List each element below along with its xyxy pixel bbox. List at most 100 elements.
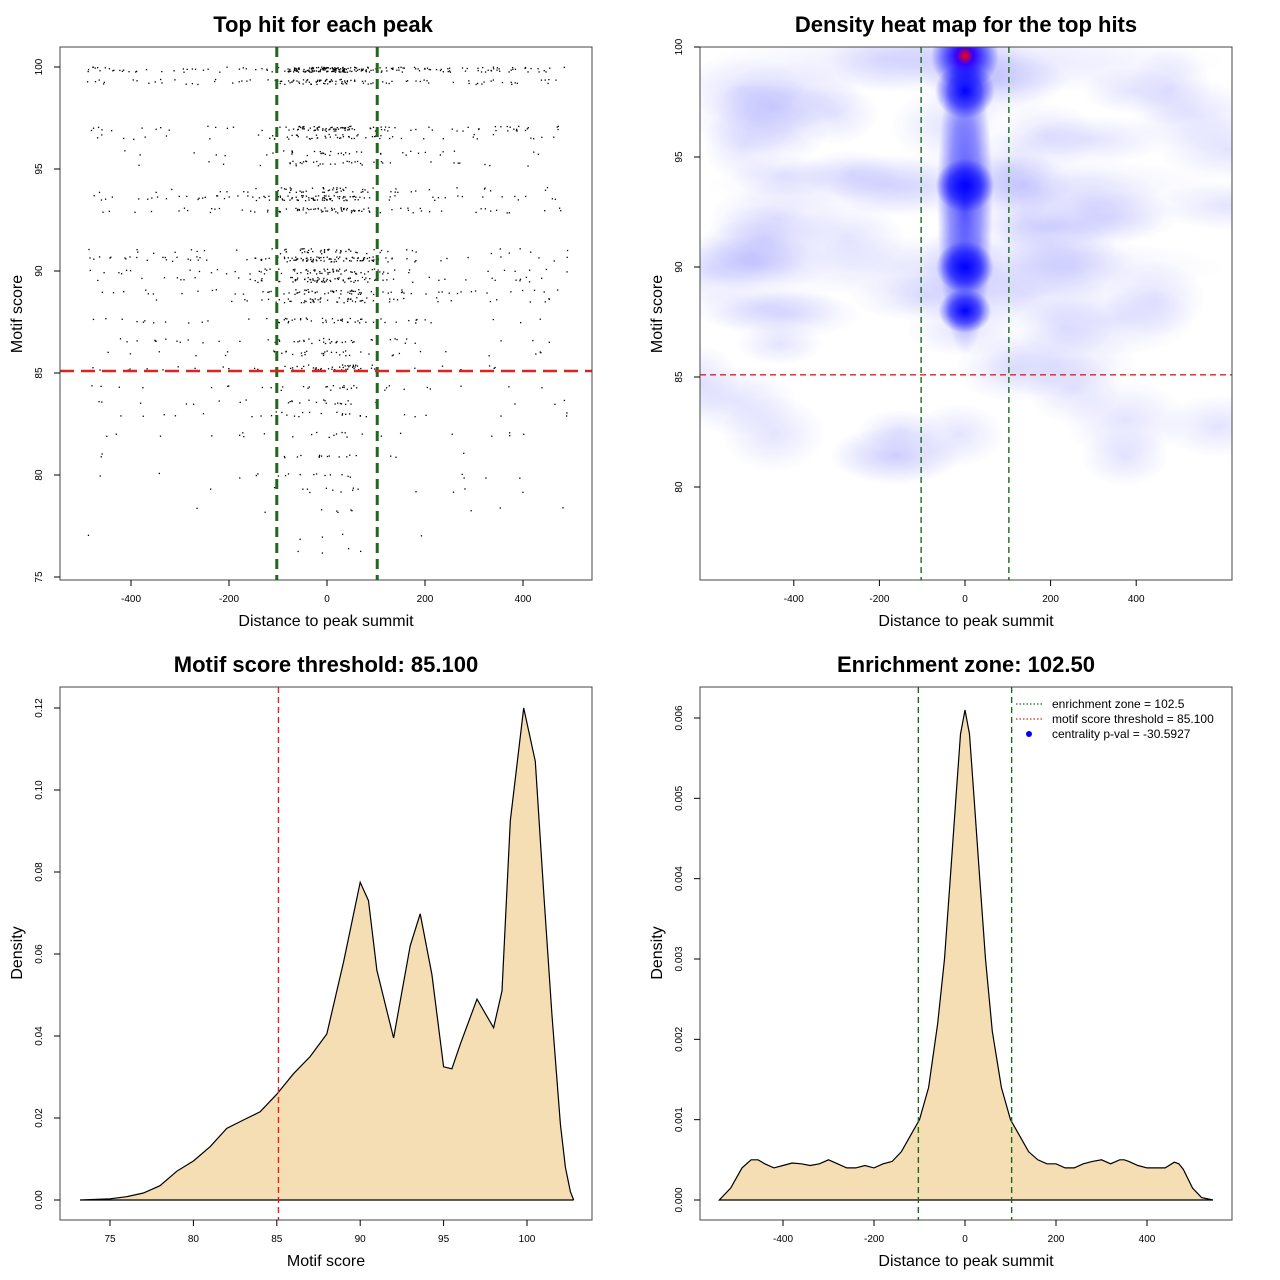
scatter-point xyxy=(306,350,308,352)
scatter-point xyxy=(359,300,361,302)
scatter-point xyxy=(218,340,220,343)
scatter-point xyxy=(129,353,132,355)
scatter-point xyxy=(532,339,534,342)
scatter-point xyxy=(289,300,291,303)
scatter-point xyxy=(319,301,321,303)
scatter-point xyxy=(317,299,319,301)
scatter-point xyxy=(320,256,322,259)
scatter-point xyxy=(158,472,160,475)
scatter-point xyxy=(345,413,347,415)
scatter-point xyxy=(291,151,293,153)
scatter-point xyxy=(300,318,302,320)
scatter-point xyxy=(303,68,305,71)
scatter-point xyxy=(302,385,305,388)
scatter-point xyxy=(339,137,341,139)
scatter-point xyxy=(267,209,269,211)
scatter-point xyxy=(331,67,333,69)
scatter-point xyxy=(535,353,537,355)
scatter-point xyxy=(310,68,313,70)
distance-density-y-tick-label: 0.000 xyxy=(674,1187,685,1212)
scatter-point xyxy=(350,387,353,389)
scatter-point xyxy=(387,261,389,263)
scatter-point xyxy=(483,188,486,190)
scatter-point xyxy=(215,126,217,129)
scatter-point xyxy=(344,365,346,367)
scatter-point xyxy=(370,82,372,85)
heatmap-y-tick-label: 100 xyxy=(674,38,685,55)
scatter-point xyxy=(319,150,321,153)
scatter-point xyxy=(319,298,321,300)
scatter-point xyxy=(348,153,351,155)
scatter-point xyxy=(360,151,363,153)
scatter-point xyxy=(266,68,268,70)
scatter-point xyxy=(447,68,449,70)
scatter-point xyxy=(326,256,328,258)
scatter-point xyxy=(482,66,484,69)
scatter-point xyxy=(343,208,345,211)
scatter-point xyxy=(102,83,105,85)
scatter-point xyxy=(343,260,345,262)
heatmap-y-tick-label: 95 xyxy=(674,151,685,163)
scatter-point xyxy=(525,195,527,198)
scatter-point xyxy=(374,130,377,132)
scatter-point xyxy=(410,191,413,193)
scatter-point xyxy=(289,400,291,403)
scatter-point xyxy=(259,164,262,167)
scatter-point xyxy=(517,199,520,201)
scatter-point xyxy=(382,291,384,293)
scatter-point xyxy=(366,297,368,299)
motif-density-x-tick-label: 85 xyxy=(271,1234,283,1245)
scatter-point xyxy=(293,259,295,261)
scatter-point xyxy=(202,413,205,415)
scatter-point xyxy=(461,67,464,69)
scatter-point xyxy=(387,272,389,275)
scatter-point xyxy=(339,366,341,368)
scatter-point xyxy=(326,278,328,281)
scatter-point xyxy=(342,366,344,369)
scatter-point xyxy=(316,83,318,86)
scatter-point xyxy=(382,81,384,83)
heatmap-plot-frame xyxy=(699,46,1233,581)
scatter-point xyxy=(194,367,196,370)
scatter-point xyxy=(340,290,342,292)
scatter-point xyxy=(109,257,111,259)
scatter-point xyxy=(373,135,376,138)
scatter-point xyxy=(359,162,362,165)
scatter-point xyxy=(88,248,90,251)
scatter-point xyxy=(329,280,332,283)
scatter-point xyxy=(370,69,372,72)
scatter-point xyxy=(509,435,511,437)
scatter-point xyxy=(192,403,195,405)
scatter-point xyxy=(302,161,305,163)
scatter-point xyxy=(390,191,392,193)
scatter-point xyxy=(308,386,310,388)
scatter-point xyxy=(312,198,314,200)
scatter-point xyxy=(298,208,300,211)
scatter-point xyxy=(544,210,546,212)
scatter-point xyxy=(351,290,353,292)
scatter-point xyxy=(415,80,417,82)
scatter-point xyxy=(540,352,542,354)
scatter-point xyxy=(224,154,226,157)
scatter-point xyxy=(341,210,343,212)
scatter-point xyxy=(354,161,356,163)
scatter-point xyxy=(340,403,343,405)
scatter-point xyxy=(490,252,493,255)
scatter-point xyxy=(442,151,444,153)
scatter-point xyxy=(118,272,120,274)
scatter-point xyxy=(350,260,352,262)
legend-centrality-marker xyxy=(1026,731,1032,737)
scatter-point xyxy=(411,250,414,252)
scatter-point xyxy=(354,199,356,201)
distance-density-x-ticks: -400 -200 0 200 400 xyxy=(773,1220,1156,1245)
scatter-point xyxy=(326,350,328,352)
scatter-point xyxy=(263,195,265,198)
scatter-point xyxy=(332,189,334,191)
scatter-point xyxy=(527,127,529,129)
scatter-point xyxy=(328,129,330,131)
scatter-point xyxy=(305,289,307,292)
scatter-point xyxy=(294,259,297,261)
scatter-point xyxy=(287,402,290,404)
scatter-point xyxy=(554,403,556,405)
scatter-point xyxy=(351,70,353,73)
